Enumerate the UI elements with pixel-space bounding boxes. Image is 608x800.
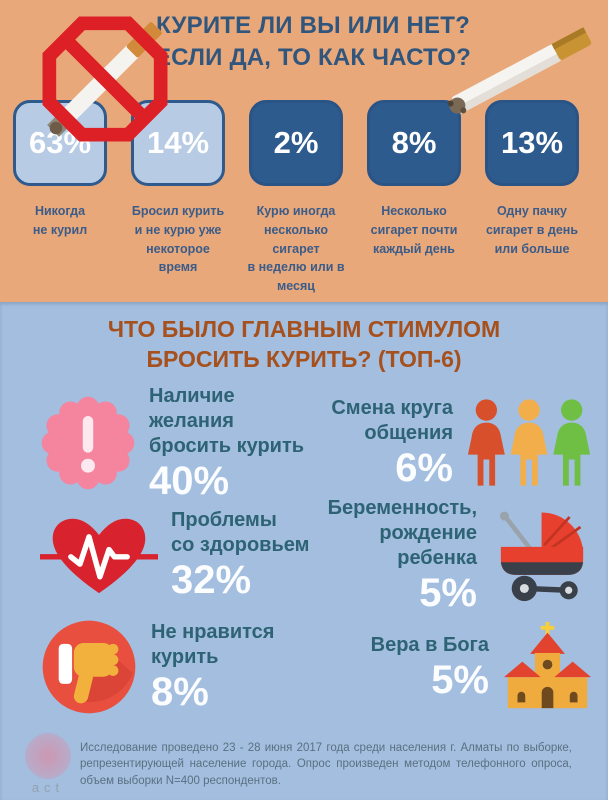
- item-label: Наличие желания бросить курить: [149, 384, 305, 457]
- stat-label: Одну пачку сигарет в день или больше: [485, 204, 579, 256]
- thumbs-down-icon: [42, 620, 136, 714]
- heart-pulse-icon: [40, 518, 158, 593]
- agency-logo: act: [20, 733, 76, 795]
- item-label: Вера в Бога: [370, 633, 489, 656]
- stat-value-badge: 13%: [485, 100, 579, 186]
- exclamation-badge-icon: [41, 396, 135, 490]
- stat-label: Никогда не курил: [32, 204, 88, 237]
- item-label: Беременность, рождение ребенка: [327, 496, 477, 569]
- item-value: 8%: [151, 670, 209, 715]
- item-value: 40%: [149, 458, 230, 503]
- item-health-problems: Проблемы со здоровьем 32%: [30, 500, 312, 610]
- item-value: 5%: [419, 570, 477, 615]
- item-desire-to-quit: Наличие желания бросить курить 40%: [30, 385, 312, 501]
- item-value: 32%: [171, 558, 252, 603]
- frequency-stats: 63% Никогда не курил 14% Бросил курить и…: [0, 100, 608, 296]
- no-smoking-icon: [42, 16, 168, 142]
- item-value: 6%: [395, 446, 453, 491]
- logo-text: act: [31, 780, 65, 795]
- stat-label: Несколько сигарет почти каждый день: [370, 204, 458, 256]
- stat-value-badge: 8%: [367, 100, 461, 186]
- item-pregnancy-childbirth: Беременность, рождение ребенка 5%: [312, 497, 594, 613]
- stat-label: Курю иногда несколько сигарет в неделю и…: [247, 204, 345, 293]
- stat-almost-daily: 8% Несколько сигарет почти каждый день: [362, 100, 466, 296]
- stat-pack-a-day: 13% Одну пачку сигарет в день или больше: [480, 100, 584, 296]
- cigarette-icon: [447, 27, 592, 114]
- top-title: КУРИТЕ ЛИ ВЫ ИЛИ НЕТ? ЕСЛИ ДА, ТО КАК ЧА…: [154, 12, 472, 71]
- item-social-circle: Смена круга общения 6%: [312, 388, 594, 498]
- item-label: Проблемы со здоровьем: [171, 509, 310, 557]
- bottom-title: ЧТО БЫЛО ГЛАВНЫМ СТИМУЛОМ БРОСИТЬ КУРИТЬ…: [107, 316, 501, 372]
- stat-never: 63% Никогда не курил: [8, 100, 112, 296]
- item-label: Не нравится курить: [151, 621, 275, 669]
- church-icon: [503, 621, 592, 708]
- people-icon: [467, 399, 591, 486]
- item-label: Смена круга общения: [331, 397, 453, 445]
- stat-occasional: 2% Курю иногда несколько сигарет в недел…: [244, 100, 348, 296]
- smoking-frequency-section: КУРИТЕ ЛИ ВЫ ИЛИ НЕТ? ЕСЛИ ДА, ТО КАК ЧА…: [0, 0, 608, 302]
- quit-stimulus-section: ЧТО БЫЛО ГЛАВНЫМ СТИМУЛОМ БРОСИТЬ КУРИТЬ…: [0, 302, 608, 800]
- item-faith-in-god: Вера в Бога 5%: [312, 612, 594, 722]
- stat-value-badge: 2%: [249, 100, 343, 186]
- baby-stroller-icon: [499, 511, 584, 601]
- item-dislike-smoking: Не нравится курить 8%: [30, 612, 312, 722]
- stimulus-grid: Наличие желания бросить курить 40% Смена…: [0, 385, 608, 722]
- methodology-note: Исследование проведено 23 - 28 июня 2017…: [80, 742, 572, 787]
- logo-circle-mark: [25, 733, 71, 779]
- stat-label: Бросил курить и не курю уже некоторое вр…: [131, 204, 225, 275]
- item-value: 5%: [431, 657, 489, 702]
